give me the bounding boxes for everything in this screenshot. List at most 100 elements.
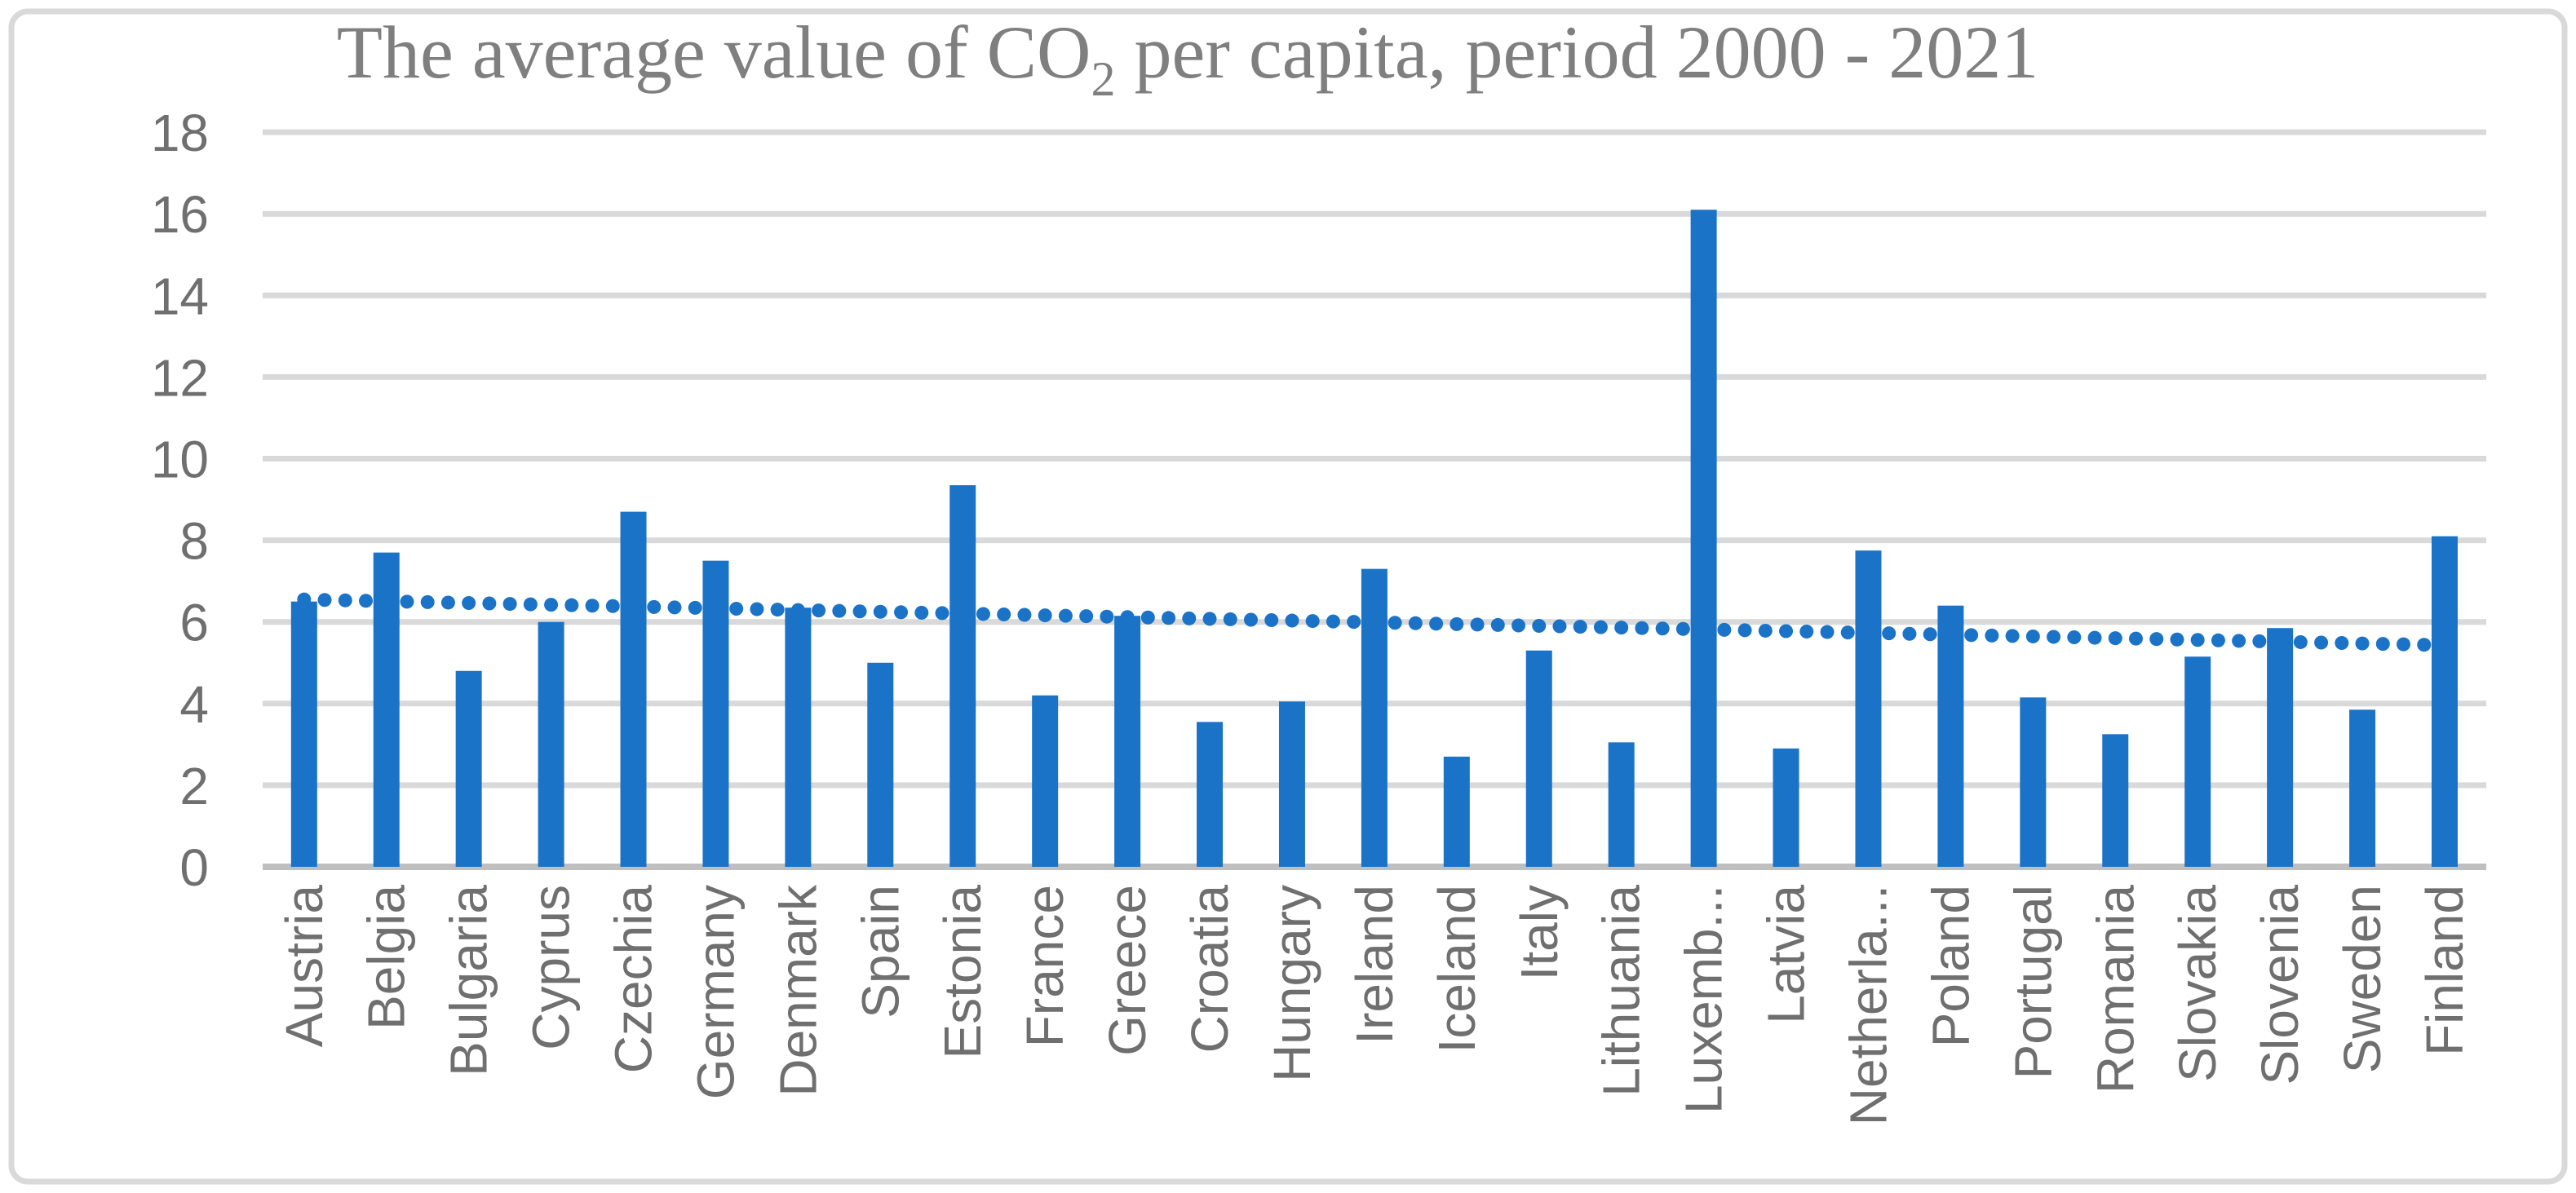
trendline-dot — [667, 600, 682, 615]
x-axis-category-label: Romania — [2086, 885, 2144, 1094]
y-axis-tick-label: 14 — [151, 267, 209, 325]
x-axis-category-label: Ireland — [1345, 885, 1404, 1045]
trendline-dot — [729, 601, 744, 616]
trendline-dot — [1964, 628, 1979, 643]
trendline-dot — [1202, 612, 1217, 626]
trendline-dot — [2170, 632, 2184, 647]
trendline-dot — [564, 598, 579, 612]
trendline-dot — [1223, 612, 1237, 626]
x-axis-category-label: Slovakia — [2168, 885, 2227, 1082]
x-axis-category-label: Germany — [686, 885, 745, 1099]
trendline-dot — [1120, 610, 1135, 625]
trendline-dot — [544, 598, 559, 612]
x-axis-category-label: Italy — [1510, 885, 1569, 980]
bar — [2020, 697, 2047, 867]
trendline-dot — [1697, 622, 1711, 637]
bar — [538, 621, 564, 867]
trendline-dot — [1285, 613, 1299, 628]
trendline-dot — [338, 593, 352, 608]
bar — [2349, 709, 2376, 867]
trendline-dot — [750, 602, 764, 616]
x-axis-category-label: Portugal — [2003, 885, 2062, 1079]
x-axis-category-label: Bulgaria — [440, 885, 498, 1076]
trendline-dot — [1717, 622, 1732, 637]
trendline-dot — [1162, 611, 1176, 625]
trendline-dot — [1058, 608, 1073, 623]
trendline-dot — [400, 594, 414, 609]
x-axis-category-label: Slovenia — [2251, 885, 2309, 1085]
y-axis-tick-label: 0 — [179, 838, 209, 897]
trendline-dot — [1902, 626, 1917, 641]
y-axis-tick-label: 8 — [179, 512, 209, 571]
x-axis-category-label: Croatia — [1180, 885, 1239, 1054]
trendline-dot — [1140, 610, 1155, 625]
trendline-dot — [2067, 630, 2082, 645]
trendline-dot — [2417, 638, 2432, 652]
bar — [1773, 748, 1799, 867]
trendline-dot — [1820, 625, 1835, 639]
trendline-dot — [1470, 617, 1485, 632]
trendline-dot — [1532, 619, 1547, 634]
trendline-dot — [914, 605, 929, 620]
trendline-dot — [605, 599, 620, 613]
bar — [1690, 210, 1717, 867]
trendline-dot — [688, 600, 702, 615]
trendline-dot — [976, 607, 990, 621]
x-axis-category-label: Iceland — [1427, 885, 1486, 1053]
trendline-dot — [1450, 616, 1464, 631]
x-axis-category-label: Greece — [1098, 885, 1157, 1056]
bar — [2184, 656, 2211, 867]
trendline-dot — [1429, 616, 1444, 631]
x-axis-category-label: Latvia — [1757, 885, 1816, 1024]
trendline-dot — [2314, 635, 2329, 650]
bar — [1937, 605, 1964, 867]
trendline-dot — [440, 595, 455, 610]
trendline-dot — [379, 594, 394, 608]
trendline-dot — [2128, 631, 2143, 646]
chart-title: The average value of CO2 per capita, per… — [337, 11, 2038, 106]
x-axis-category-label: Spain — [851, 885, 910, 1018]
trendline-dot — [2087, 630, 2102, 645]
chart-frame-border — [8, 8, 2568, 1185]
bar — [1361, 568, 1388, 867]
trendline-group — [297, 592, 2452, 652]
x-axis-category-label: Belgia — [357, 885, 416, 1030]
trendline-dot — [2025, 629, 2040, 643]
trendline-dot — [2047, 630, 2061, 644]
trendline-dot — [852, 604, 867, 619]
trendline-dot — [1552, 619, 1567, 634]
y-axis-tick-label: 12 — [151, 348, 209, 407]
bar — [2267, 628, 2294, 867]
trendline-dot — [2252, 634, 2267, 648]
y-axis-tick-label: 16 — [151, 185, 209, 244]
trendline-dot — [1573, 620, 1587, 634]
bar — [1278, 701, 1305, 867]
x-axis-category-label: Cyprus — [522, 885, 581, 1050]
trendline-dot — [647, 599, 662, 614]
bar — [455, 670, 482, 867]
trendline-dot — [317, 593, 332, 608]
trendline-dot — [873, 604, 887, 619]
y-axis-tick-label: 18 — [151, 104, 209, 162]
trendline-dot — [2108, 631, 2122, 646]
bar — [867, 662, 894, 867]
bars-group — [290, 210, 2458, 867]
trendline-dot — [935, 606, 949, 621]
x-axis-category-label: Denmark — [768, 884, 827, 1097]
x-axis-category-label: Luxemb... — [1675, 885, 1733, 1114]
trendline-dot — [708, 601, 723, 616]
bar — [1525, 650, 1552, 867]
trendline-dot — [955, 606, 970, 621]
bar — [1114, 616, 1141, 867]
trendline-dot — [1512, 618, 1526, 633]
trendline-dot — [626, 599, 641, 614]
trendline-dot — [1490, 617, 1505, 632]
x-axis-category-label: Austria — [275, 885, 334, 1048]
trendline-dot — [502, 597, 517, 612]
trendline-dot — [1593, 620, 1608, 634]
trendline-dot — [1655, 621, 1670, 636]
x-axis-category-label: France — [1016, 885, 1074, 1047]
x-axis-category-label: Netherla... — [1839, 885, 1897, 1125]
x-axis-category-label: Czechia — [604, 885, 663, 1074]
